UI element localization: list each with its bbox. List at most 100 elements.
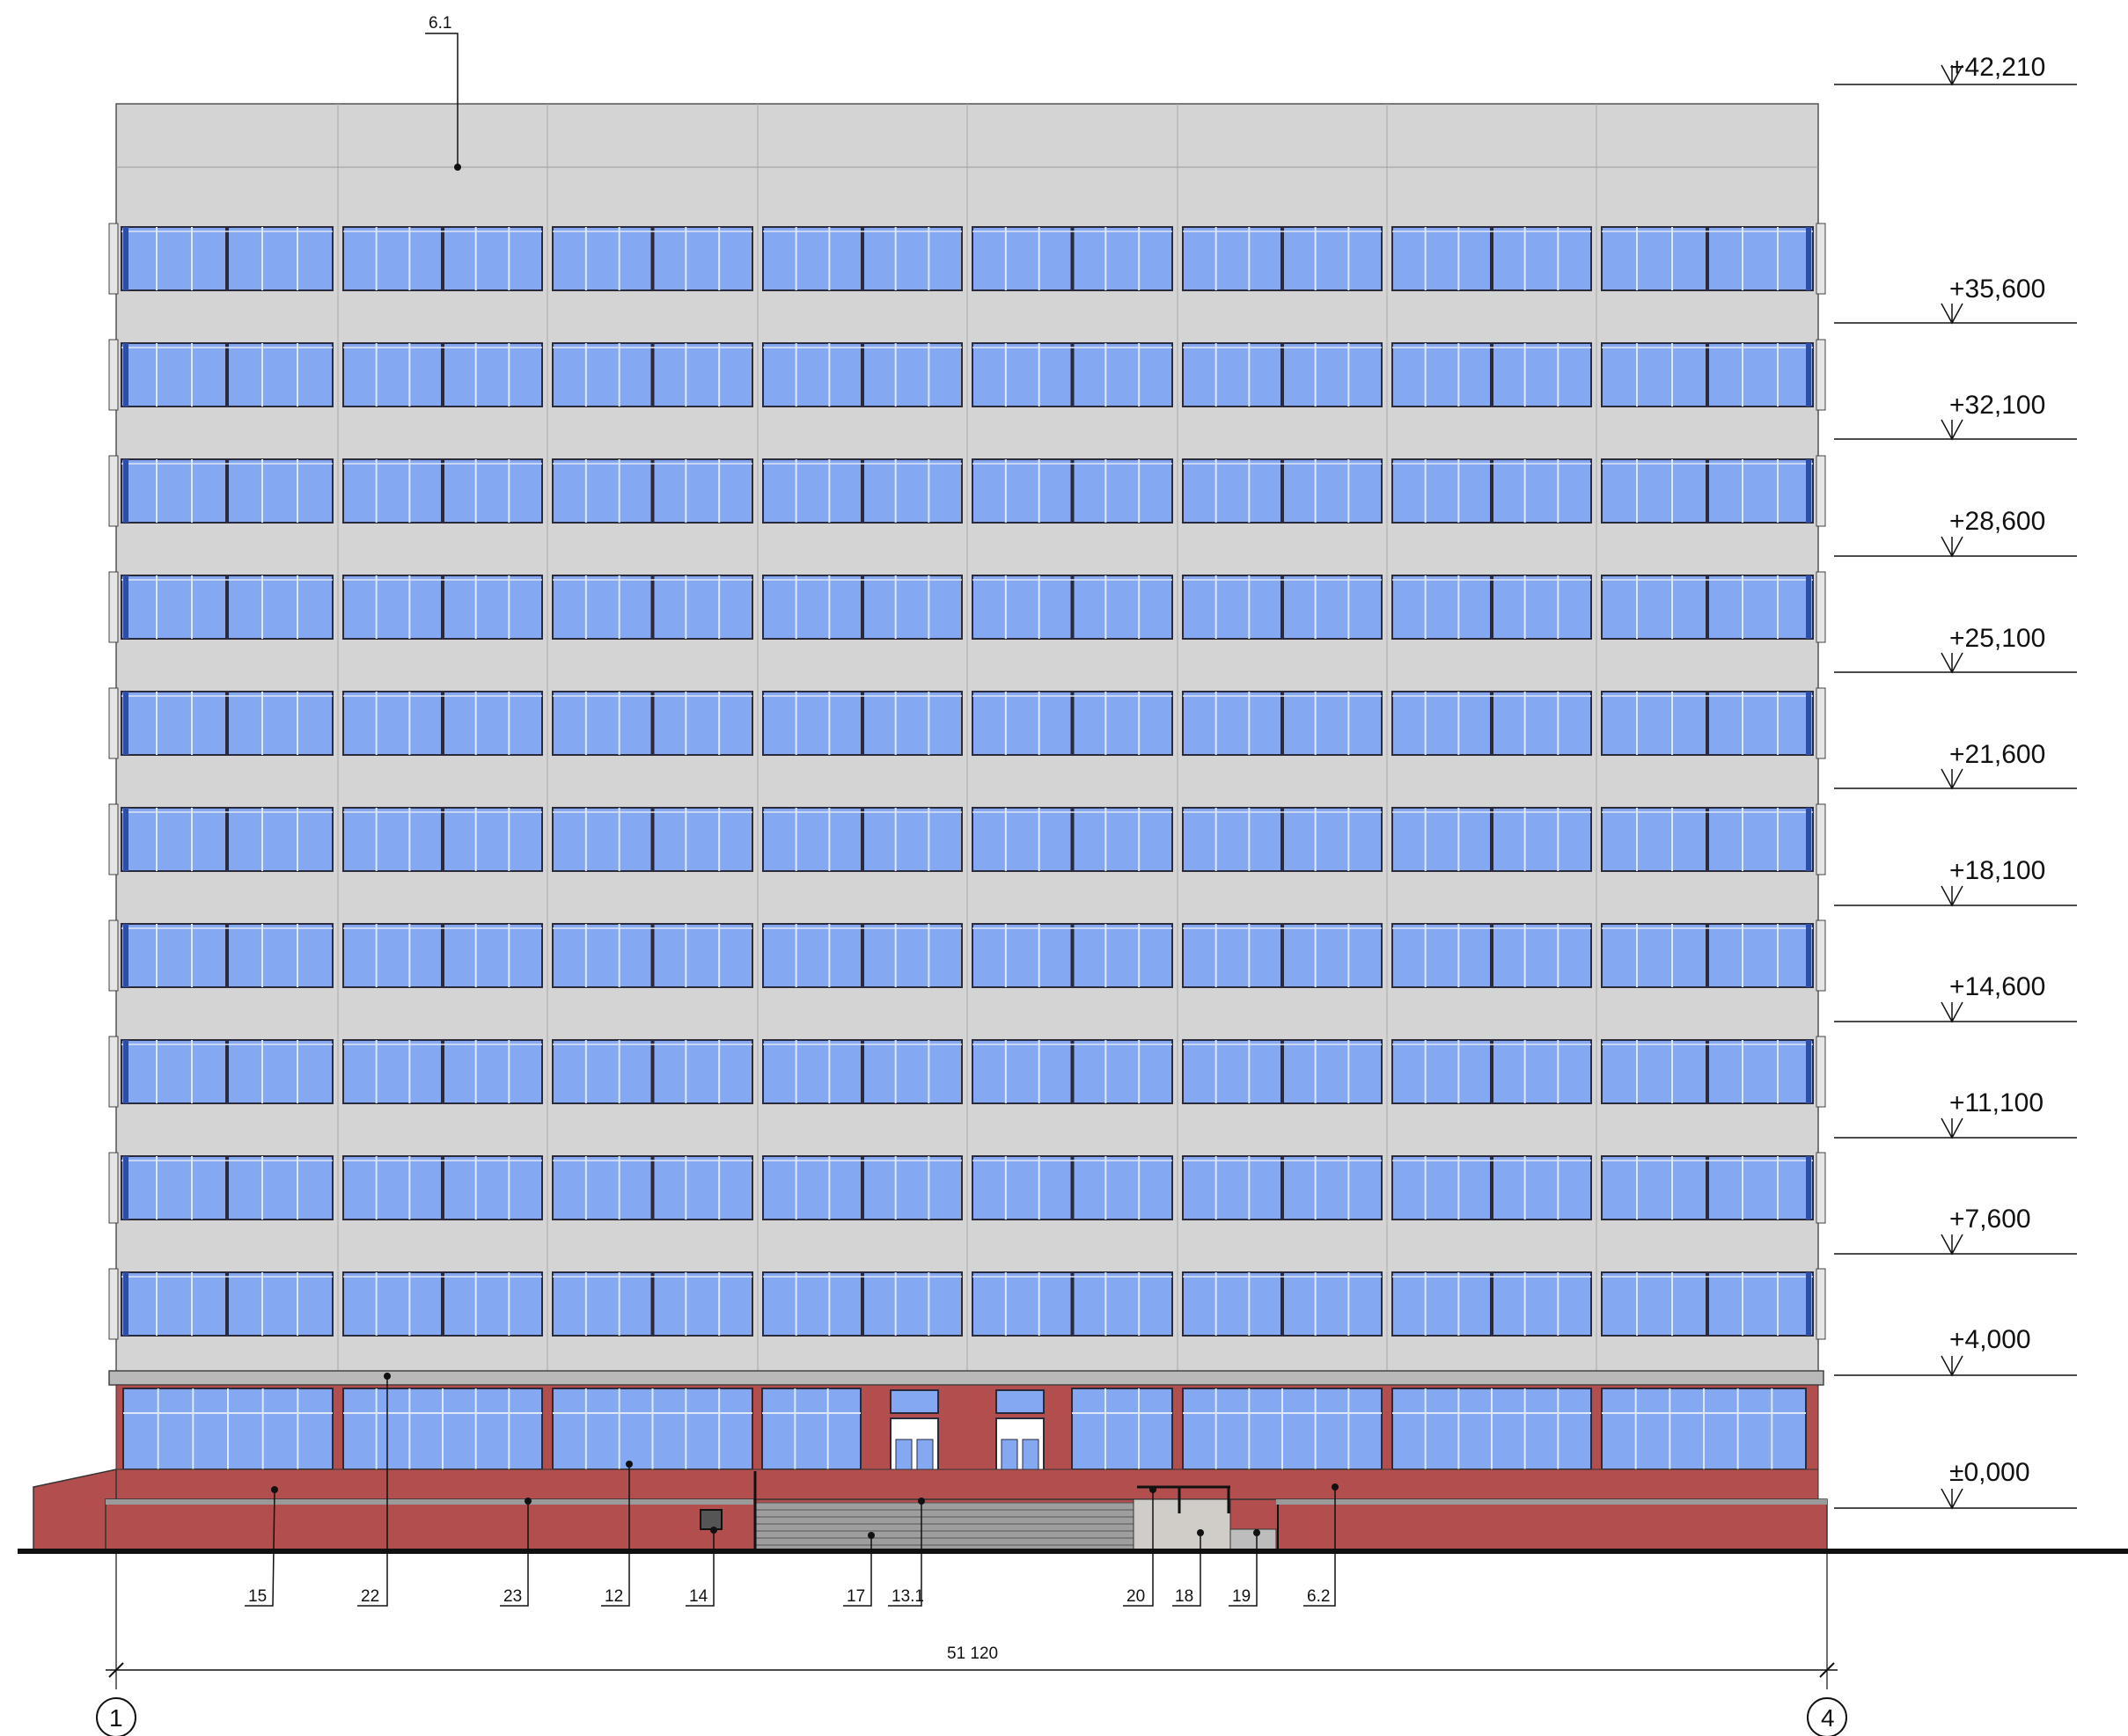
axis-label-left: 1 [109,1704,123,1732]
corner-glass [1806,343,1811,407]
plinth-cap [1276,1499,1827,1505]
level-mark: +18,100 [1949,856,2045,885]
band-return [1816,339,1826,411]
level-mark: +25,100 [1949,624,2045,653]
dimension-tick [108,1662,124,1678]
ground-window [1071,1388,1173,1470]
level-marks [1834,64,2077,1510]
level-mark: +32,100 [1949,391,2045,420]
axis-bubble-right [1807,1697,1847,1736]
corner-glass [123,1040,128,1103]
level-mark: +7,600 [1949,1205,2031,1234]
plinth-cap [106,1499,753,1505]
band-return [108,339,119,411]
corner-glass [123,575,128,639]
lift-platform [1229,1528,1277,1551]
callout-label: 22 [361,1587,379,1606]
leader-line [888,1501,922,1607]
stair-step [754,1537,1134,1546]
level-mark: +28,600 [1949,507,2045,536]
callout-label: 6.2 [1307,1587,1330,1606]
axis-label-right: 4 [1821,1704,1835,1732]
leader-dot [710,1527,717,1534]
dimension-value: 51 120 [947,1644,998,1663]
corner-glass [1806,808,1811,871]
band-return [108,687,119,759]
band-return [1816,1152,1826,1224]
callout-label: 12 [605,1587,623,1606]
leader-line [357,1376,388,1607]
leader-line [1172,1533,1201,1607]
corner-glass [123,1156,128,1220]
level-mark: +14,600 [1949,972,2045,1001]
leader-line [500,1501,529,1607]
corner-glass [123,924,128,987]
corner-glass [123,343,128,407]
corner-glass [1806,692,1811,755]
cornice [108,1370,1824,1386]
band-return [1816,571,1826,643]
leader-line [601,1464,630,1607]
entrance-platform [1133,1498,1231,1551]
band-return [108,803,119,875]
leader-dot [1332,1483,1339,1491]
band-return [1816,687,1826,759]
level-mark: +35,600 [1949,275,2045,304]
leader-dot [525,1498,532,1505]
door-transom [890,1389,939,1414]
corner-glass [1806,227,1811,290]
band-return [1816,455,1826,527]
leader-dot [626,1461,633,1468]
callout-label: 15 [248,1587,267,1606]
corner-glass [1806,1272,1811,1336]
callout-label: 18 [1175,1587,1193,1606]
overall-dimension [96,1551,1847,1736]
band-return [108,1152,119,1224]
callout-label: 6.1 [429,14,451,33]
dimension-tick [1819,1662,1835,1678]
band-return [108,919,119,992]
leader-line [1303,1487,1336,1607]
band-return [1816,223,1826,295]
corner-glass [1806,575,1811,639]
corner-glass [1806,459,1811,523]
ground-window [761,1388,862,1470]
corner-glass [123,692,128,755]
stair-step [754,1502,1134,1511]
level-mark: ±0,000 [1949,1458,2030,1487]
callout-label: 23 [503,1587,522,1606]
window-bands [108,223,1826,1340]
stair-step [754,1530,1134,1539]
leader-line [425,33,459,167]
callout-label: 20 [1126,1587,1145,1606]
band-return [1816,803,1826,875]
corner-glass [123,1272,128,1336]
leader-dot [384,1373,391,1380]
vent-grille [700,1509,723,1530]
ground-floor [18,1370,2128,1554]
leader-line [686,1530,715,1607]
callout-label: 14 [689,1587,708,1606]
stair-step [754,1509,1134,1518]
level-mark: +11,100 [1949,1088,2044,1117]
corner-glass [1806,924,1811,987]
band-return [108,1036,119,1108]
leader-dot [271,1486,278,1493]
leader-line [245,1489,275,1607]
corner-glass [123,459,128,523]
leader-dot [868,1532,875,1539]
corner-glass [1806,1156,1811,1220]
band-return [1816,1268,1826,1340]
corner-glass [1806,1040,1811,1103]
leader-dot [1253,1529,1260,1536]
leader-line [1123,1490,1154,1607]
stair-step [754,1516,1134,1525]
stair-step [754,1523,1134,1532]
band-return [108,571,119,643]
ramp-wall [33,1469,117,1551]
leader-dot [454,164,461,171]
leader-line [1229,1533,1258,1607]
callout-label: 17 [847,1587,865,1606]
callout-label: 19 [1232,1587,1251,1606]
